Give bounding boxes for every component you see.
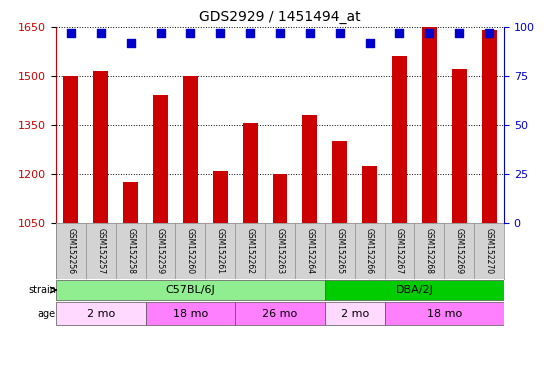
Point: [305, 30, 314, 36]
Text: 18 mo: 18 mo: [173, 309, 208, 319]
Bar: [123, 182, 138, 223]
Text: GSM152260: GSM152260: [186, 228, 195, 275]
Text: age: age: [38, 309, 56, 319]
Bar: [302, 115, 318, 223]
Point: [276, 30, 284, 36]
Point: [395, 30, 404, 36]
Point: [246, 30, 255, 36]
Text: GSM152265: GSM152265: [335, 228, 344, 275]
Bar: [63, 76, 78, 223]
Text: 26 mo: 26 mo: [263, 309, 297, 319]
Text: GSM152269: GSM152269: [455, 228, 464, 275]
Text: GSM152256: GSM152256: [67, 228, 76, 275]
Text: GSM152263: GSM152263: [276, 228, 284, 275]
Text: C57BL/6J: C57BL/6J: [166, 285, 215, 295]
Point: [425, 30, 434, 36]
Text: GSM152258: GSM152258: [126, 228, 135, 275]
Bar: [362, 166, 377, 223]
Bar: [153, 96, 168, 223]
Text: GSM152264: GSM152264: [305, 228, 314, 275]
Bar: [56, 280, 325, 300]
Point: [484, 30, 493, 36]
Bar: [482, 30, 497, 223]
Text: GSM152257: GSM152257: [96, 228, 105, 275]
Point: [335, 30, 344, 36]
Bar: [332, 141, 347, 223]
Point: [67, 30, 76, 36]
Text: 18 mo: 18 mo: [427, 309, 462, 319]
Point: [156, 30, 165, 36]
Text: GSM152267: GSM152267: [395, 228, 404, 275]
Bar: [146, 303, 235, 325]
Point: [186, 30, 195, 36]
Bar: [392, 56, 407, 223]
Point: [455, 30, 464, 36]
Text: GSM152261: GSM152261: [216, 228, 225, 275]
Bar: [325, 280, 504, 300]
Bar: [94, 71, 108, 223]
Text: GSM152259: GSM152259: [156, 228, 165, 275]
Bar: [242, 123, 258, 223]
Text: DBA/2J: DBA/2J: [395, 285, 433, 295]
Bar: [452, 70, 466, 223]
Text: 2 mo: 2 mo: [340, 309, 369, 319]
Point: [96, 30, 105, 36]
Text: GSM152270: GSM152270: [484, 228, 493, 275]
Text: 2 mo: 2 mo: [87, 309, 115, 319]
Text: GSM152268: GSM152268: [425, 228, 434, 275]
Bar: [235, 303, 325, 325]
Bar: [183, 76, 198, 223]
Bar: [273, 174, 287, 223]
Bar: [325, 303, 385, 325]
Point: [216, 30, 225, 36]
Bar: [213, 170, 228, 223]
Point: [365, 40, 374, 46]
Point: [126, 40, 135, 46]
Bar: [56, 303, 146, 325]
Bar: [422, 27, 437, 223]
Title: GDS2929 / 1451494_at: GDS2929 / 1451494_at: [199, 10, 361, 25]
Text: strain: strain: [28, 285, 56, 295]
Bar: [385, 303, 504, 325]
Text: GSM152266: GSM152266: [365, 228, 374, 275]
Text: GSM152262: GSM152262: [246, 228, 255, 275]
